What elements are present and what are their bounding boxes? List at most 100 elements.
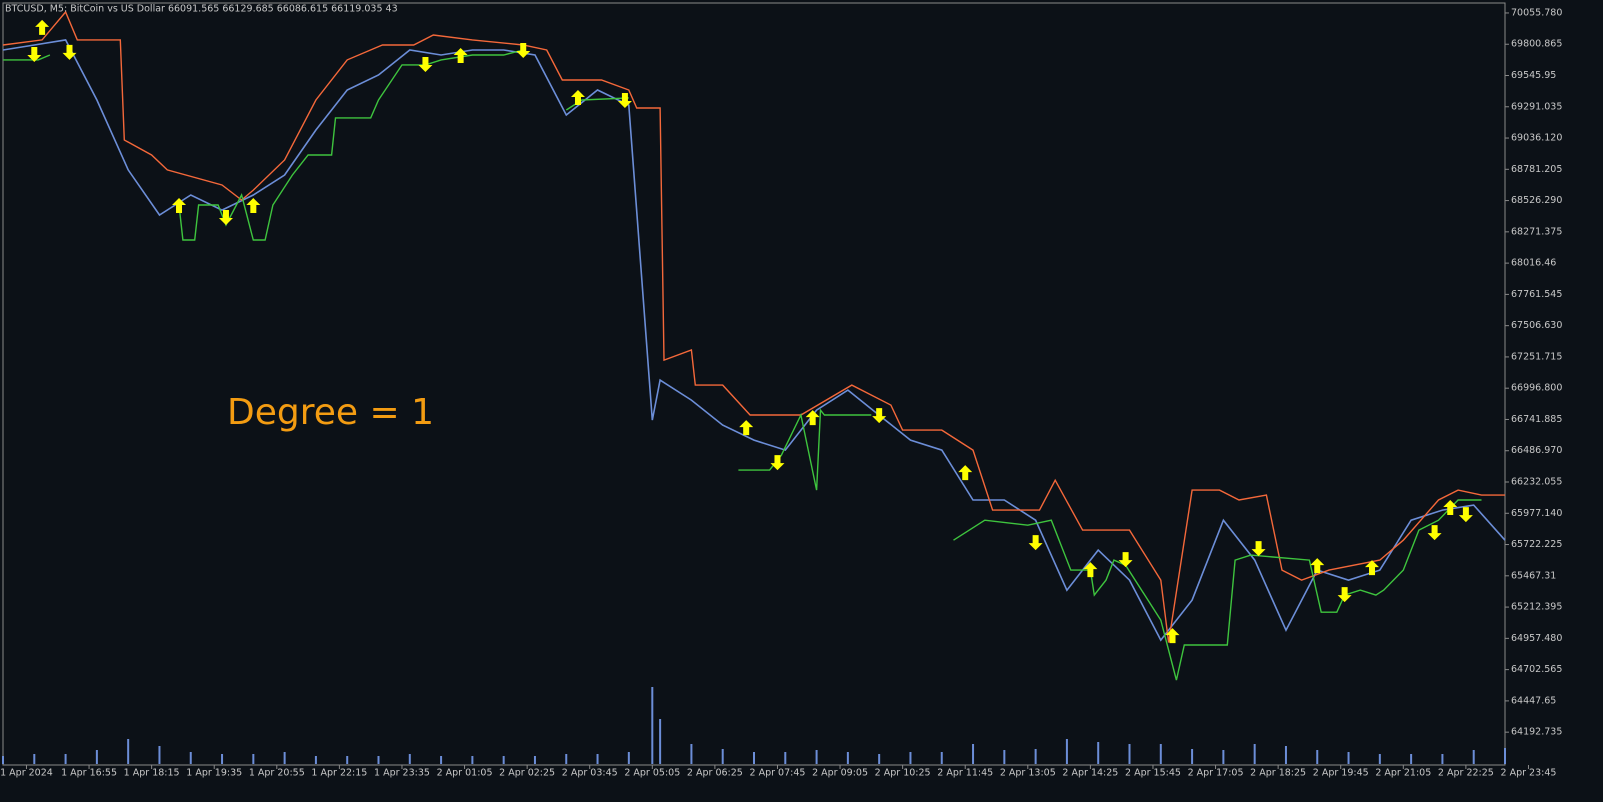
volume-bar — [721, 749, 724, 764]
down-arrow — [1427, 525, 1442, 541]
x-tick-label: 2 Apr 06:25 — [687, 768, 743, 779]
volume-bar — [158, 746, 161, 764]
up-arrow — [1310, 558, 1325, 574]
volume-bar — [1191, 749, 1194, 764]
x-tick-label: 2 Apr 01:05 — [437, 768, 493, 779]
x-tick-label: 2 Apr 09:05 — [812, 768, 868, 779]
volume-bar — [878, 754, 881, 764]
volume-bar — [815, 750, 818, 764]
x-tick-label: 2 Apr 02:25 — [499, 768, 555, 779]
y-tick-label: 64702.565 — [1511, 664, 1562, 675]
y-tick-label: 68016.46 — [1511, 258, 1556, 269]
x-tick-label: 1 Apr 2024 — [0, 768, 53, 779]
up-arrow — [35, 19, 50, 35]
chart-title: BTCUSD, M5: BitCoin vs US Dollar 66091.5… — [5, 4, 398, 15]
volume-bar — [64, 754, 67, 764]
y-tick-label: 68781.205 — [1511, 164, 1562, 175]
volume-bar — [972, 744, 975, 764]
volume-bar — [33, 754, 36, 764]
down-arrow — [1458, 507, 1473, 523]
volume-bar — [846, 752, 849, 764]
volume-bar — [1504, 748, 1506, 764]
y-tick-label: 65212.395 — [1511, 602, 1562, 613]
down-arrow — [27, 47, 42, 63]
volume-bar — [1097, 742, 1100, 764]
y-tick-label: 69545.95 — [1511, 70, 1556, 81]
volume-bar — [690, 744, 693, 764]
x-tick-label: 2 Apr 11:45 — [937, 768, 993, 779]
x-tick-label: 2 Apr 18:25 — [1250, 768, 1306, 779]
up-arrow — [805, 410, 820, 426]
x-tick-label: 2 Apr 14:25 — [1062, 768, 1118, 779]
volume-bar — [1034, 749, 1037, 764]
volume-bar — [2, 756, 4, 764]
volume-bar — [221, 754, 224, 764]
volume-bar — [596, 754, 599, 764]
down-arrow — [1028, 535, 1043, 551]
volume-bar — [1378, 754, 1381, 764]
up-arrow — [246, 198, 261, 214]
down-arrow — [218, 210, 233, 226]
y-tick-label: 66996.800 — [1511, 383, 1562, 394]
series-line — [3, 49, 1482, 681]
volume-bar — [1472, 750, 1475, 764]
up-arrow — [1443, 500, 1458, 516]
volume-bar — [1347, 752, 1350, 764]
x-tick-label: 2 Apr 22:25 — [1438, 768, 1494, 779]
x-tick-label: 1 Apr 20:55 — [249, 768, 305, 779]
up-arrow — [1365, 560, 1380, 576]
y-tick-label: 64957.480 — [1511, 633, 1562, 644]
y-tick-label: 67251.715 — [1511, 351, 1562, 362]
volume-bar — [651, 687, 654, 764]
down-arrow — [62, 44, 77, 60]
x-tick-label: 1 Apr 23:35 — [374, 768, 430, 779]
up-arrow — [570, 89, 585, 105]
y-tick-label: 66486.970 — [1511, 445, 1562, 456]
y-tick-label: 64192.735 — [1511, 727, 1562, 738]
x-tick-label: 2 Apr 10:25 — [875, 768, 931, 779]
down-arrow — [1251, 541, 1266, 557]
volume-bar — [940, 752, 943, 764]
y-tick-label: 65722.225 — [1511, 539, 1562, 550]
up-arrow — [172, 198, 187, 214]
volume-bar — [283, 752, 286, 764]
series-line — [2, 10, 1505, 643]
up-arrow — [1165, 628, 1180, 644]
volume-bar — [565, 754, 568, 764]
down-arrow — [770, 455, 785, 471]
volume-bar — [1253, 744, 1256, 764]
volume-bar — [909, 752, 912, 764]
volume-bar — [346, 756, 349, 764]
x-tick-label: 2 Apr 13:05 — [1000, 768, 1056, 779]
volume-bar — [252, 754, 255, 764]
volume-bar — [1316, 750, 1319, 764]
y-tick-label: 68526.290 — [1511, 195, 1562, 206]
volume-bar — [1065, 739, 1068, 764]
up-arrow — [453, 48, 468, 64]
x-tick-label: 1 Apr 19:35 — [186, 768, 242, 779]
volume-bar — [314, 756, 317, 764]
volume-bar — [627, 752, 630, 764]
x-tick-label: 1 Apr 18:15 — [124, 768, 180, 779]
volume-bar — [1003, 750, 1006, 764]
x-tick-label: 2 Apr 17:05 — [1188, 768, 1244, 779]
y-tick-label: 66741.885 — [1511, 414, 1562, 425]
down-arrow — [617, 93, 632, 109]
volume-bar — [659, 719, 662, 764]
volume-bar — [1284, 746, 1287, 764]
x-tick-label: 2 Apr 19:45 — [1313, 768, 1369, 779]
plot-border — [2, 2, 1506, 766]
y-tick-label: 66232.055 — [1511, 477, 1562, 488]
volume-bar — [95, 750, 98, 764]
volume-bar — [471, 756, 474, 764]
volume-bar — [440, 756, 443, 764]
volume-bar — [127, 739, 130, 764]
volume-bar — [377, 756, 380, 764]
x-tick-label: 2 Apr 21:05 — [1375, 768, 1431, 779]
volume-bar — [502, 756, 505, 764]
y-tick-label: 70055.780 — [1511, 7, 1562, 18]
volume-bar — [189, 752, 192, 764]
